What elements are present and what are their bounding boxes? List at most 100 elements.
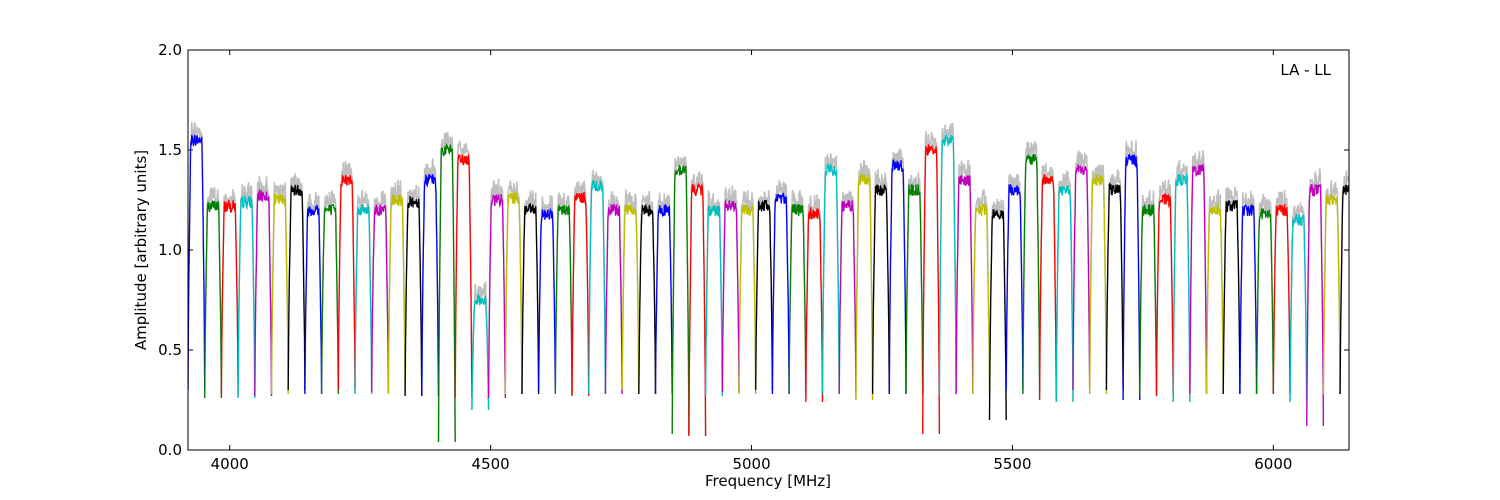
spw-trace (771, 192, 790, 395)
spw-trace (188, 134, 206, 391)
spw-trace (554, 204, 573, 395)
spw-trace (905, 183, 924, 395)
annotation-label: LA - LL (1280, 61, 1331, 79)
spw-trace (237, 194, 256, 399)
y-axis-label: Amplitude [arbitrary units] (132, 150, 150, 350)
raw-trace (304, 191, 323, 395)
spw-trace (1105, 182, 1124, 391)
spw-trace (588, 180, 607, 395)
spw-trace (671, 165, 690, 435)
raw-trace (404, 184, 423, 397)
spw-trace (1155, 192, 1174, 397)
raw-trace (1055, 170, 1074, 403)
spw-trace (1255, 208, 1274, 395)
spw-trace (220, 199, 239, 395)
spw-trace (922, 144, 941, 435)
spw-trace (287, 184, 306, 391)
spw-trace (1272, 204, 1291, 395)
spw-trace (1239, 203, 1258, 395)
spw-trace (955, 175, 974, 395)
spw-trace (1139, 203, 1158, 395)
spw-trace (721, 198, 740, 393)
spw-trace (704, 205, 723, 397)
y-tick-label: 1.0 (158, 241, 182, 259)
spw-trace (404, 195, 423, 397)
spw-trace (821, 163, 840, 395)
plot-area (188, 50, 1349, 450)
spw-trace (521, 203, 540, 395)
spw-trace (1205, 203, 1224, 395)
x-tick-label: 5000 (732, 455, 770, 473)
y-tick-label: 0.5 (158, 341, 182, 359)
spw-trace (1022, 153, 1041, 395)
raw-trace (587, 169, 607, 395)
spw-trace (471, 294, 490, 411)
x-axis: 4000 4500 5000 5500 6000 (211, 50, 1292, 473)
spw-trace (254, 189, 273, 397)
spw-trace (1038, 173, 1057, 401)
spw-trace (421, 173, 440, 397)
raw-trace (1072, 150, 1091, 391)
x-tick-label: 6000 (1254, 455, 1292, 473)
spw-trace (738, 203, 757, 395)
spw-trace (1306, 183, 1325, 427)
x-tick-label: 5500 (993, 455, 1031, 473)
spw-trace (487, 193, 506, 399)
raw-trace (270, 181, 289, 395)
spw-trace (688, 182, 707, 437)
spw-trace (1072, 163, 1091, 391)
spw-trace (788, 204, 807, 395)
spw-trace (638, 204, 657, 395)
spw-trace (1089, 174, 1108, 395)
spw-trace (537, 207, 556, 391)
y-tick-label: 1.5 (158, 141, 182, 159)
spw-trace (621, 203, 640, 391)
spw-trace (972, 203, 991, 395)
spw-trace (320, 203, 339, 395)
spw-trace (204, 200, 223, 399)
spw-trace (504, 190, 523, 395)
spw-trace (938, 132, 957, 395)
spw-trace (988, 208, 1007, 421)
x-tick-label: 4000 (211, 455, 249, 473)
spw-trace (838, 199, 857, 395)
spw-trace (1322, 194, 1341, 395)
y-tick-label: 0.0 (158, 441, 182, 459)
spw-trace (888, 158, 907, 395)
spw-trace (371, 204, 390, 393)
raw-trace (988, 198, 1007, 421)
raw-trace (487, 178, 507, 399)
raw-trace (955, 159, 974, 395)
spw-trace (354, 203, 373, 395)
spw-trace (871, 184, 890, 395)
spw-trace (337, 174, 356, 391)
raw-trace (1222, 186, 1241, 395)
spw-trace (1005, 184, 1024, 391)
y-tick-label: 2.0 (158, 41, 182, 59)
raw-trace (254, 176, 273, 397)
spw-trace (805, 206, 824, 403)
spw-trace (654, 204, 673, 395)
raw-trace (1205, 189, 1224, 395)
spw-trace (855, 173, 874, 401)
spw-trace (755, 199, 774, 391)
spw-trace (604, 203, 623, 395)
spw-trace (1122, 154, 1141, 401)
raw-trace (721, 185, 740, 393)
raw-trace (1139, 189, 1158, 395)
spw-trace (1189, 163, 1208, 395)
spw-trace (387, 194, 406, 395)
raw-trace (370, 190, 390, 393)
raw-trace (1239, 191, 1258, 395)
spw-trace (270, 193, 289, 395)
y-axis: 0.0 0.5 1.0 1.5 2.0 (158, 41, 1349, 459)
x-axis-label: Frequency [MHz] (705, 472, 831, 490)
spw-trace (304, 203, 323, 395)
spw-trace (437, 142, 456, 443)
spw-trace (1055, 184, 1074, 403)
spw-trace (454, 154, 473, 399)
spw-trace (1172, 173, 1191, 403)
spw-trace (1289, 213, 1308, 403)
spw-trace (571, 192, 590, 397)
